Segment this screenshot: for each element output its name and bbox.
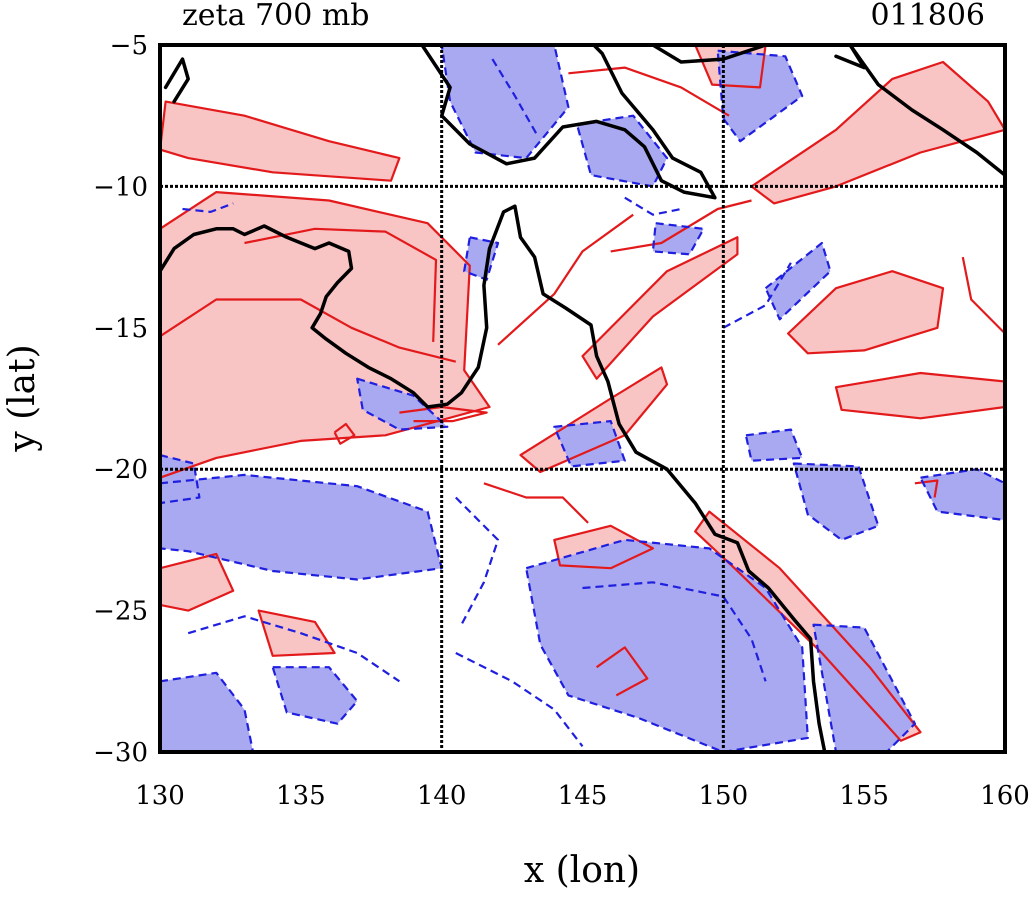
negative-vorticity-contour — [575, 114, 669, 188]
negative-vorticity-contour — [271, 666, 359, 725]
x-tick-label: 140 — [417, 781, 467, 811]
coastline — [160, 204, 827, 752]
negative-vorticity-region — [160, 474, 442, 580]
positive-vorticity-contour — [595, 646, 649, 697]
negative-vorticity-contour — [553, 420, 626, 468]
coastline — [848, 45, 1005, 177]
negative-vorticity-region — [920, 469, 1005, 521]
coastline — [163, 57, 190, 104]
coastline — [420, 45, 717, 200]
y-tick-label: −10 — [93, 172, 148, 202]
negative-vorticity-region — [765, 243, 831, 320]
x-tick-label: 145 — [558, 781, 608, 811]
negative-vorticity-region — [745, 429, 803, 461]
negative-vorticity-contour — [455, 496, 500, 626]
positive-vorticity-contour — [160, 552, 235, 612]
negative-vorticity-region — [357, 378, 448, 430]
positive-vorticity-contour — [581, 236, 739, 380]
positive-vorticity-contour — [568, 66, 730, 117]
x-tick-label: 155 — [839, 781, 889, 811]
negative-vorticity-contour — [491, 58, 539, 137]
negative-vorticity-region — [272, 667, 358, 724]
positive-vorticity-contour — [834, 371, 1005, 420]
y-axis-ticks: −5 −10 −15 −20 −25 −30 — [93, 31, 148, 768]
negative-vorticity-region — [576, 115, 667, 187]
y-tick-label: −20 — [93, 455, 148, 485]
negative-vorticity-contour — [356, 377, 449, 431]
positive-vorticity-contour — [750, 60, 1005, 205]
negative-vorticity-region — [793, 463, 879, 540]
negative-vorticity-contour — [525, 538, 809, 752]
negative-vorticity-region — [813, 624, 915, 752]
negative-vorticity-contour — [463, 236, 500, 281]
chart-title-right: 011806 — [870, 0, 985, 33]
negative-vorticity-region — [160, 672, 253, 752]
negative-vorticity-region — [652, 223, 704, 255]
negative-vorticity-contour — [792, 462, 880, 541]
positive-vorticity-contour — [160, 298, 457, 363]
positive-vorticity-region — [836, 373, 1005, 419]
negative-vorticity-contour — [582, 581, 767, 682]
negative-vorticity-contour — [764, 241, 832, 321]
positive-vorticity-region — [160, 101, 400, 181]
positive-vorticity-contour — [610, 199, 752, 253]
x-tick-label: 150 — [699, 781, 749, 811]
negative-vorticity-contour — [812, 623, 916, 752]
negative-vorticity-contour — [160, 671, 255, 752]
negative-vorticity-region — [441, 45, 569, 159]
y-tick-label: −25 — [93, 597, 148, 627]
negative-vorticity-contour — [187, 615, 401, 683]
gridlines — [160, 45, 1005, 752]
chart-title-left: zeta 700 mb — [182, 0, 370, 33]
plot-frame — [158, 43, 1007, 754]
positive-vorticity-contour — [333, 422, 356, 445]
positive-vorticity-contour — [694, 510, 922, 742]
positive-vorticity-contour — [244, 227, 438, 342]
negative-vorticity-contours — [160, 45, 1005, 752]
coastline — [834, 45, 866, 70]
negative-vorticity-contour — [651, 222, 705, 256]
y-tick-label: −15 — [93, 314, 148, 344]
positive-vorticity-contour — [961, 256, 1005, 335]
negative-vorticity-contour — [160, 454, 201, 505]
negative-vorticity-contour — [722, 262, 792, 329]
positive-vorticity-region — [160, 554, 234, 611]
x-axis-ticks: 130 135 140 145 150 155 160 — [135, 781, 1030, 811]
positive-vorticity-contour — [787, 270, 945, 355]
positive-vorticity-contour — [160, 191, 491, 479]
y-tick-label: −5 — [110, 31, 148, 61]
x-tick-label: 160 — [980, 781, 1030, 811]
negative-vorticity-region — [717, 50, 803, 142]
coastlines — [160, 45, 1005, 752]
x-axis-title: x (lon) — [524, 850, 640, 891]
positive-vorticity-contour — [553, 524, 654, 570]
positive-vorticity-region — [520, 367, 667, 472]
coastline — [651, 45, 768, 64]
x-tick-label: 130 — [135, 781, 185, 811]
negative-vorticity-region — [526, 539, 808, 752]
y-axis-title: y (lat) — [2, 344, 43, 452]
x-tick-label: 135 — [276, 781, 326, 811]
negative-vorticity-contour — [919, 468, 1005, 522]
negative-vorticity-contour — [624, 196, 682, 216]
positive-vorticity-contour — [694, 45, 767, 89]
negative-vorticity-contour — [455, 652, 584, 747]
contour-layer — [160, 45, 1005, 752]
positive-vorticity-region — [258, 610, 335, 656]
negative-vorticity-contour — [744, 428, 804, 462]
positive-vorticity-contours — [160, 45, 1005, 742]
negative-vorticity-fills — [160, 45, 1005, 752]
y-tick-label: −30 — [93, 738, 148, 768]
positive-vorticity-region — [751, 62, 1005, 204]
positive-vorticity-region — [788, 271, 943, 354]
positive-vorticity-contour — [160, 100, 401, 182]
positive-vorticity-region — [582, 237, 738, 379]
negative-vorticity-contour — [160, 473, 443, 581]
positive-vorticity-contour — [483, 482, 589, 524]
negative-vorticity-contour — [182, 202, 234, 213]
positive-vorticity-contour — [497, 213, 634, 346]
positive-vorticity-contour — [257, 609, 336, 657]
negative-vorticity-region — [554, 421, 625, 467]
